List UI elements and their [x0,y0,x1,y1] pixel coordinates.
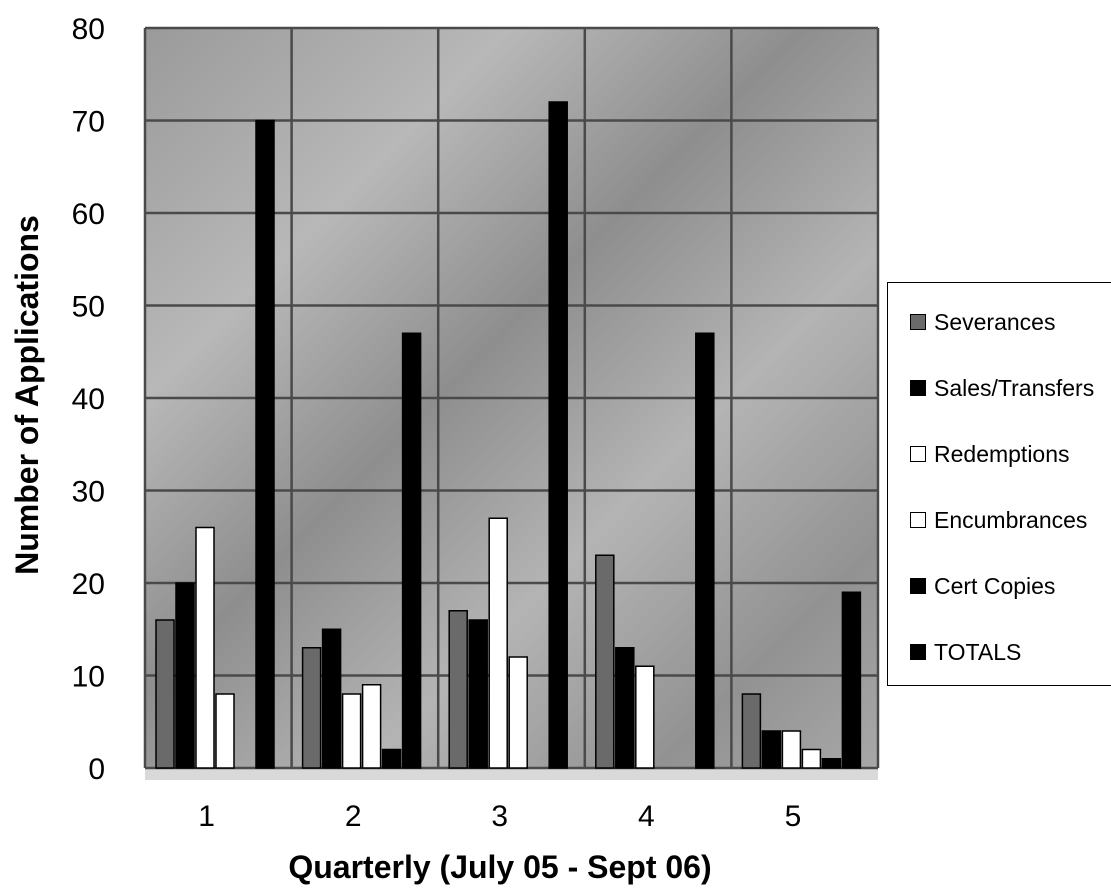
legend-swatch [910,446,926,462]
plot-floor [145,768,878,780]
legend-swatch [910,314,926,330]
legend-item: Encumbrances [910,505,1087,535]
bar-totals-q1 [255,119,275,769]
legend-swatch [910,380,926,396]
bar-cert-copies-q2 [381,748,402,769]
legend-label: Redemptions [934,440,1070,467]
legend-swatch [910,578,926,594]
y-axis-label: Number of Applications [9,215,45,575]
bar-severances-q2 [301,647,322,769]
bar-sales-transfers-q3 [468,619,488,769]
bar-totals-q4 [695,332,715,769]
y-tick-label: 60 [72,198,105,231]
x-tick-label: 2 [345,800,362,833]
y-tick-label: 10 [72,661,105,694]
bar-redemptions-q3 [488,517,508,769]
legend-label: Sales/Transfers [934,374,1095,401]
x-axis-label: Quarterly (July 05 - Sept 06) [288,849,711,885]
legend-item: Redemptions [910,439,1070,469]
y-tick-label: 30 [72,476,105,509]
legend-swatch [910,644,926,660]
bar-severances-q1 [155,619,175,769]
bar-chart: 0 10 20 30 40 50 60 70 80 1 2 3 4 5 Quarterly (July … [9,13,880,885]
x-tick-label: 1 [198,800,215,833]
bar-sales-transfers-q1 [175,582,195,769]
legend-swatch [910,512,926,528]
bar-encumbrances-q1 [215,693,235,769]
y-tick-label: 40 [72,383,105,416]
bar-sales-transfers-q4 [615,647,635,769]
x-tick-label: 4 [638,800,655,833]
bar-severances-q3 [448,610,468,769]
legend-item: TOTALS [910,637,1021,667]
legend-label: Severances [934,308,1056,335]
y-tick-label: 50 [72,291,105,324]
y-tick-label: 70 [72,106,105,139]
y-tick-label: 80 [72,13,105,46]
bar-encumbrances-q3 [508,656,528,769]
bar-totals-q2 [401,332,422,769]
legend-item: Severances [910,307,1055,337]
y-tick-label: 20 [72,568,105,601]
bar-severances-q5 [741,693,762,769]
bar-redemptions-q4 [635,665,655,769]
y-tick-label: 0 [88,753,105,786]
legend-label: Cert Copies [934,572,1056,599]
bar-redemptions-q1 [195,526,215,769]
bar-encumbrances-q2 [361,684,382,769]
legend-item: Sales/Transfers [910,373,1094,403]
bar-totals-q3 [548,101,568,769]
bar-totals-q5 [841,591,862,769]
legend-label: Encumbrances [934,506,1088,533]
legend-label: TOTALS [934,638,1022,665]
bar-encumbrances-q5 [801,748,822,769]
x-tick-label: 5 [785,800,802,833]
legend-item: Cert Copies [910,571,1055,601]
bar-sales-transfers-q5 [761,730,782,769]
bar-severances-q4 [595,554,615,769]
x-tick-label: 3 [491,800,508,833]
bar-cert-copies-q5 [821,758,842,769]
bar-sales-transfers-q2 [321,628,342,769]
bar-redemptions-q5 [781,730,802,769]
legend: Severances Sales/Transfers Redemptions Encu… [887,282,1111,686]
bar-redemptions-q2 [341,693,362,769]
